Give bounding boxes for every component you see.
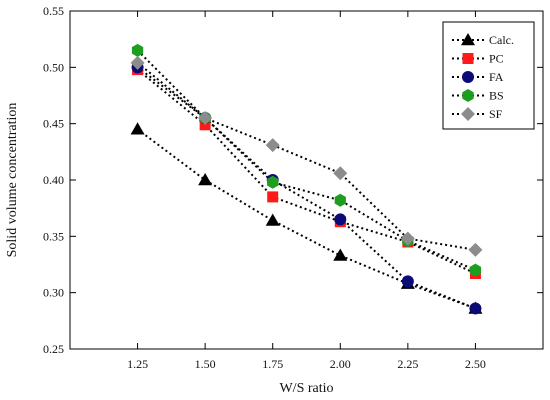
legend-marker-bs bbox=[462, 89, 474, 102]
data-point-sf bbox=[333, 166, 348, 181]
data-point-fa bbox=[334, 213, 347, 226]
data-point-sf bbox=[265, 138, 280, 153]
x-axis-title: W/S ratio bbox=[279, 381, 333, 396]
data-point-sf bbox=[400, 231, 415, 246]
y-tick-label: 0.55 bbox=[43, 4, 64, 18]
series-line-sf bbox=[136, 62, 476, 251]
data-point-fa bbox=[401, 275, 414, 288]
legend-marker-sf bbox=[461, 107, 475, 121]
series-line-fa bbox=[136, 66, 476, 310]
data-point-calc bbox=[265, 213, 280, 226]
x-tick-label: 1.25 bbox=[127, 357, 148, 371]
data-point-calc bbox=[198, 173, 213, 186]
x-tick-label: 2.00 bbox=[330, 357, 351, 371]
data-point-sf bbox=[198, 111, 213, 126]
y-axis-title: Solid volume concentration bbox=[5, 103, 20, 258]
legend-marker-fa bbox=[462, 71, 474, 83]
x-tick-label: 2.25 bbox=[397, 357, 418, 371]
y-tick-label: 0.30 bbox=[43, 286, 64, 300]
y-tick-label: 0.45 bbox=[43, 117, 64, 131]
data-point-bs bbox=[131, 43, 144, 57]
data-point-bs bbox=[469, 263, 482, 277]
data-point-sf bbox=[130, 55, 145, 70]
y-tick-label: 0.40 bbox=[43, 173, 64, 187]
data-point-fa bbox=[469, 302, 482, 315]
legend-label-fa: FA bbox=[489, 70, 504, 84]
y-tick-label: 0.50 bbox=[43, 60, 64, 74]
series-line-calc bbox=[136, 128, 476, 310]
data-point-calc bbox=[130, 122, 145, 135]
legend-label-calc: Calc. bbox=[489, 33, 514, 47]
data-point-bs bbox=[267, 175, 279, 189]
data-point-calc bbox=[333, 248, 348, 261]
x-tick-label: 1.50 bbox=[195, 357, 216, 371]
data-point-bs bbox=[334, 193, 346, 207]
legend-label-bs: BS bbox=[489, 89, 504, 103]
data-point-sf bbox=[468, 242, 483, 257]
legend-label-pc: PC bbox=[489, 52, 504, 66]
data-point-pc bbox=[267, 191, 279, 203]
x-tick-label: 2.50 bbox=[465, 357, 486, 371]
legend-marker-pc bbox=[462, 53, 474, 64]
series-line-pc bbox=[136, 68, 476, 275]
legend-marker-calc bbox=[461, 33, 475, 46]
x-tick-label: 1.75 bbox=[262, 357, 283, 371]
y-tick-label: 0.35 bbox=[43, 229, 64, 243]
y-tick-label: 0.25 bbox=[43, 342, 64, 356]
legend-label-sf: SF bbox=[489, 107, 503, 121]
